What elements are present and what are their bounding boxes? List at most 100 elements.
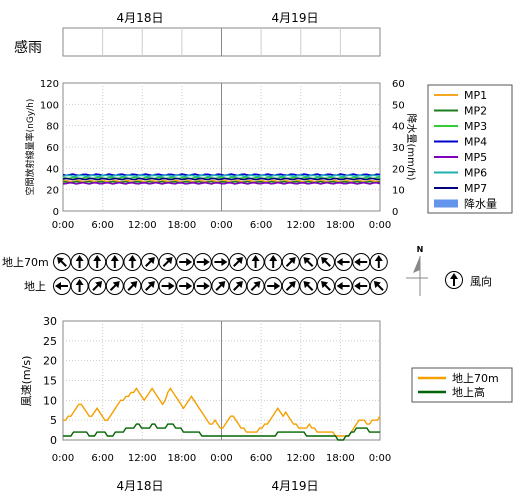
legend1-label: MP3 xyxy=(464,120,487,133)
panel1-xtick: 6:00 xyxy=(250,220,272,231)
wind-arrow-icon xyxy=(109,281,120,291)
wind-dir-marker xyxy=(123,277,142,295)
wind-arrow-icon xyxy=(354,258,368,266)
wind-dir-marker xyxy=(53,277,71,295)
wind-dir-marker xyxy=(141,277,159,295)
panel1-ytick-right: 30 xyxy=(392,143,405,154)
wind-arrow-icon xyxy=(161,282,175,290)
panel2-xtick: 6:00 xyxy=(91,453,113,464)
panel2-ytick: 10 xyxy=(43,394,57,407)
date-label-top: 4月19日 xyxy=(272,11,319,25)
wind-arrow-icon xyxy=(215,281,226,291)
wind-dir-marker xyxy=(211,277,230,295)
panel2-ytick: 20 xyxy=(43,355,57,368)
wind-arrow-head xyxy=(354,258,361,266)
wind-arrow-icon xyxy=(110,255,119,268)
panel2-ylabel: 風速(m/s) xyxy=(20,356,33,407)
wind-dir-marker xyxy=(317,277,335,295)
wind-dir-marker xyxy=(352,253,371,271)
wind-arrow-head xyxy=(288,257,296,265)
wind-dir-marker xyxy=(246,253,265,271)
wind-dir-marker xyxy=(70,277,89,295)
wind-arrow-head xyxy=(75,279,84,285)
legend1-label: MP7 xyxy=(464,182,487,195)
wind-arrow-head xyxy=(274,282,281,290)
wind-arrow-icon xyxy=(285,257,296,267)
wind-dir-marker xyxy=(158,277,177,295)
legend1-swatch xyxy=(434,199,458,208)
panel1-ytick-left: 120 xyxy=(40,79,59,90)
legend1-label: MP1 xyxy=(464,89,487,102)
wind-arrow-head xyxy=(450,273,458,279)
wind-dir-marker xyxy=(123,253,142,271)
wind-arrow-head xyxy=(336,258,343,266)
panel1-ytick-right: 20 xyxy=(392,164,405,175)
wind-arrow-icon xyxy=(93,255,102,268)
panel1-ytick-left: 20 xyxy=(46,186,59,197)
wind-arrow-icon xyxy=(321,257,331,267)
panel1-ytick-right: 50 xyxy=(392,100,405,111)
rain-sense-label: 感雨 xyxy=(14,39,42,56)
wind-arrow-icon xyxy=(214,258,228,266)
dose-line-mp7 xyxy=(62,177,381,181)
wind-arrow-icon xyxy=(57,257,67,267)
wind-dir-marker xyxy=(88,253,107,271)
panel1-ytick-left: 80 xyxy=(46,122,59,133)
wind-dir-marker xyxy=(229,253,247,271)
north-label: N xyxy=(417,245,424,254)
panel1-ytick-left: 100 xyxy=(40,100,59,111)
wind-arrow-icon xyxy=(321,281,331,291)
wind-dir-marker xyxy=(193,277,212,295)
wind-row-label: 地上 xyxy=(24,280,46,293)
legend1-label: MP5 xyxy=(464,151,487,164)
wind-arrow-head xyxy=(55,282,61,290)
wind-arrow-head xyxy=(95,281,103,289)
wind-arrow-icon xyxy=(336,282,350,290)
panel2-ytick: 15 xyxy=(43,375,57,388)
dose-line-mp6 xyxy=(62,174,381,178)
wind-dir-marker xyxy=(88,277,107,295)
wind-arrow-icon xyxy=(450,273,458,286)
wind-arrow-head xyxy=(203,258,210,266)
panel1-ylabel-left: 空間放射線量率(nGy/h) xyxy=(24,99,36,196)
panel2-xtick: 18:00 xyxy=(167,453,196,464)
wind-dir-marker xyxy=(352,277,371,295)
panel1-xtick: 18:00 xyxy=(326,220,355,231)
wind-dir-marker xyxy=(264,253,283,271)
legend2-label: 地上高 xyxy=(452,385,485,399)
wind-dir-marker xyxy=(105,253,124,271)
wind-arrow-icon xyxy=(354,282,368,290)
panel1-ytick-left: 60 xyxy=(46,143,59,154)
legend1-frame xyxy=(427,84,513,214)
wind-dir-marker xyxy=(158,253,177,271)
panel2-ytick: 0 xyxy=(50,434,57,447)
wind-dir-marker xyxy=(264,277,283,295)
wind-arrow-head xyxy=(110,255,119,261)
wind-arrow-icon xyxy=(75,255,84,268)
wind-arrow-icon xyxy=(145,281,155,291)
panel2-ytick: 25 xyxy=(43,335,57,348)
wind-dir-marker xyxy=(281,253,300,271)
date-label-top: 4月18日 xyxy=(117,11,164,25)
wind-arrow-head xyxy=(269,255,278,261)
wind-row-label: 地上70m xyxy=(2,256,49,269)
panel1-xtick: 0:00 xyxy=(369,220,391,231)
wind-arrow-icon xyxy=(145,257,155,267)
wind-dir-marker xyxy=(53,253,71,271)
wind-arrow-head xyxy=(168,282,175,290)
panel1-xtick: 0:00 xyxy=(52,220,74,231)
legend2-label: 地上70m xyxy=(452,372,499,385)
panel1-xtick: 12:00 xyxy=(128,220,157,231)
panel1-ytick-left: 0 xyxy=(53,207,59,218)
wind-arrow-icon xyxy=(303,257,314,267)
north-arrow-icon xyxy=(413,256,420,273)
panel1-xtick: 6:00 xyxy=(91,220,113,231)
wind-arrow-icon xyxy=(233,281,243,291)
wind-arrow-icon xyxy=(75,279,84,292)
wind-arrow-head xyxy=(354,282,361,290)
wind-arrow-head xyxy=(186,258,193,266)
wind-arrow-icon xyxy=(179,282,193,290)
legend1-label: MP4 xyxy=(464,136,487,149)
wind-arrow-head xyxy=(235,257,243,265)
